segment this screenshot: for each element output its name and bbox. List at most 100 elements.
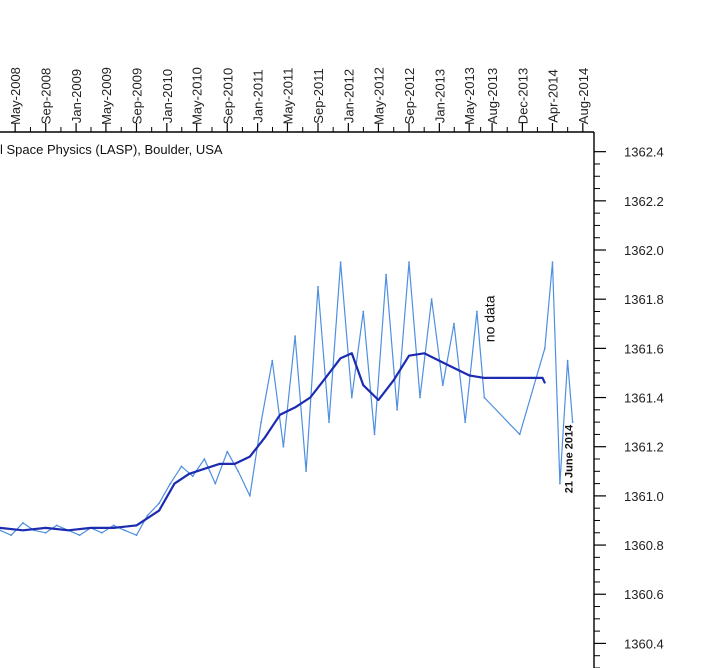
daily-tsi-point [214, 482, 217, 485]
daily-tsi-point [453, 322, 455, 325]
smoothed-tsi-point [498, 377, 501, 379]
y-tick-label: 1360.8 [624, 538, 664, 553]
annotation-layer: no data 21 June 2014 [481, 295, 575, 493]
y-tick-label: 1362.0 [624, 243, 664, 258]
y-tick-label: 1362.4 [624, 145, 664, 160]
daily-tsi-point [396, 408, 398, 411]
smoothed-tsi-point [514, 377, 516, 379]
daily-tsi-point [203, 458, 206, 460]
y-axis: 1362.4 1362.2 1362.0 1361.8 1361.6 1361.4 1361… [594, 145, 664, 668]
daily-tsi-point [566, 359, 569, 362]
plot-frame [0, 131, 595, 668]
daily-tsi-point [483, 396, 486, 399]
daily-tsi-point [551, 261, 554, 264]
x-tick-label: May-2010 [190, 67, 205, 125]
daily-tsi-point [543, 347, 546, 350]
daily-tsi-point [191, 475, 194, 478]
x-tick-label: Aug-2013 [485, 68, 500, 124]
x-tick-label: Sep-2010 [220, 68, 235, 124]
x-tick-label: Apr-2014 [545, 69, 560, 122]
daily-tsi-point [419, 396, 421, 399]
smoothed-tsi-point [135, 524, 138, 527]
y-tick-label: 1360.6 [624, 587, 664, 602]
y-tick-label: 1361.2 [624, 440, 664, 455]
smoothed-tsi-point [350, 352, 353, 355]
daily-tsi-point [294, 335, 296, 337]
smoothed-tsi-point [483, 377, 486, 379]
x-tick-label: Sep-2011 [311, 68, 326, 123]
x-tick-label: Jan-2010 [160, 69, 175, 123]
daily-tsi-point [317, 286, 319, 288]
daily-tsi-point [237, 470, 240, 473]
no-data-annotation: no data [481, 295, 497, 342]
daily-tsi-point [476, 310, 478, 313]
x-tick-label: Sep-2008 [39, 68, 54, 124]
daily-tsi-point [10, 534, 13, 537]
smoothed-tsi-point [264, 436, 267, 438]
smoothed-tsi-point [67, 529, 70, 532]
x-tick-label: May-2011 [280, 68, 295, 125]
daily-tsi-point [350, 396, 353, 399]
y-tick-label: 1361.6 [624, 341, 664, 356]
smoothed-tsi-point [233, 463, 236, 465]
smoothed-tsi-point [0, 527, 1, 529]
y-tick-label: 1361.0 [624, 489, 664, 504]
smoothed-tsi-point [324, 377, 327, 379]
smoothed-tsi-point [44, 527, 47, 529]
x-tick-label: May-2013 [462, 67, 477, 125]
smoothed-tsi-line [0, 352, 546, 532]
daily-tsi-point [385, 273, 387, 276]
y-tick-label: 1361.4 [624, 391, 664, 406]
daily-tsi-point [112, 524, 115, 527]
daily-tsi-point [44, 531, 47, 534]
x-tick-label: Sep-2009 [130, 68, 145, 124]
daily-tsi-point [135, 534, 138, 537]
end-date-annotation: 21 June 2014 [564, 424, 576, 493]
daily-tsi-point [571, 421, 574, 423]
smoothed-tsi-point [89, 527, 92, 529]
x-tick-label: May-2012 [371, 67, 386, 125]
daily-tsi-point [55, 524, 58, 527]
daily-tsi-point [408, 261, 410, 264]
daily-tsi-point [328, 421, 330, 423]
daily-tsi-point [0, 529, 1, 532]
daily-tsi-point [305, 470, 307, 473]
x-tick-label: Jan-2012 [341, 69, 356, 123]
daily-tsi-point [249, 495, 251, 497]
y-tick-label: 1361.8 [624, 292, 664, 307]
x-tick-label: Sep-2012 [402, 68, 417, 124]
smoothed-tsi-point [249, 455, 251, 458]
daily-tsi-point [430, 298, 433, 301]
smoothed-tsi-point [541, 377, 544, 379]
x-tick-label: Dec-2013 [515, 68, 530, 124]
smoothed-tsi-point [377, 399, 380, 401]
smoothed-tsi-point [22, 529, 24, 532]
daily-tsi-point [339, 261, 342, 264]
smoothed-tsi-point [408, 354, 410, 357]
smoothed-tsi-point [529, 377, 531, 379]
smoothed-tsi-point [438, 359, 441, 362]
x-tick-label: Aug-2014 [576, 68, 591, 124]
smoothed-tsi-point [453, 367, 455, 369]
daily-tsi-point [101, 531, 103, 534]
x-axis: May-2008 Sep-2008 Jan-2009 May-2009 Sep-2009… [8, 67, 591, 132]
smoothed-tsi-point [203, 467, 206, 470]
daily-tsi-point [559, 482, 561, 485]
smoothed-tsi-point [543, 381, 546, 384]
smoothed-tsi-point [309, 396, 312, 399]
daily-tsi-point [226, 450, 229, 453]
smoothed-tsi-point [423, 352, 426, 355]
x-tick-label: Jan-2013 [432, 69, 447, 123]
x-tick-label: Jan-2009 [69, 69, 84, 123]
y-tick-label: 1362.2 [624, 194, 664, 209]
smoothed-tsi-point [218, 463, 221, 465]
daily-tsi-point [123, 529, 126, 532]
daily-tsi-point [441, 384, 444, 387]
smoothed-tsi-point [362, 384, 365, 387]
daily-tsi-point [78, 534, 81, 537]
daily-tsi-point [260, 421, 262, 423]
y-tick-label: 1360.4 [624, 636, 664, 651]
series-layer [0, 261, 574, 537]
daily-tsi-point [158, 502, 161, 505]
smoothed-tsi-point [279, 413, 281, 416]
